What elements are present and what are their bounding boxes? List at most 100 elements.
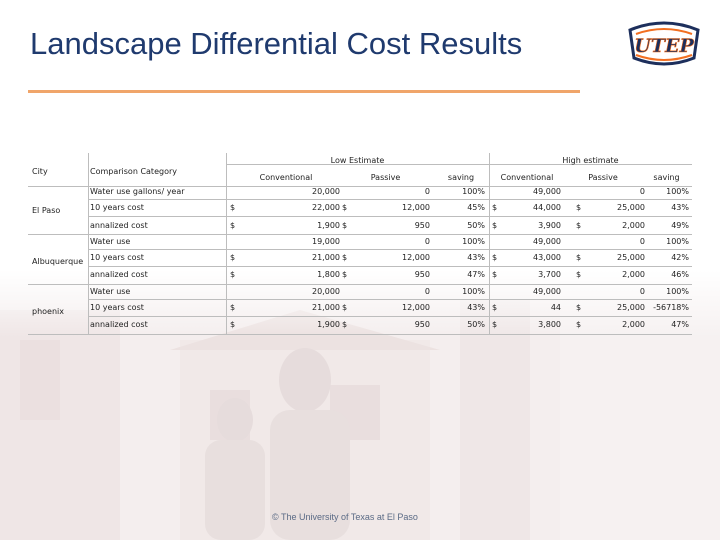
high-conventional-value: 49,000	[533, 187, 561, 196]
header-high-saving: saving	[653, 173, 680, 182]
low-passive-value: 0	[424, 187, 430, 196]
low-passive-value: 12,000	[402, 303, 430, 312]
currency-symbol: $	[342, 303, 348, 312]
row-category: annalized cost	[90, 221, 148, 230]
low-passive-value: 950	[414, 221, 430, 230]
currency-symbol: $	[492, 320, 498, 329]
currency-symbol: $	[342, 203, 348, 212]
high-saving-value: 100%	[666, 287, 689, 296]
high-passive-value: 2,000	[622, 221, 645, 230]
high-saving-value: -56718%	[653, 303, 689, 312]
currency-symbol: $	[576, 253, 582, 262]
grid-line	[489, 153, 490, 335]
header-city: City	[32, 167, 48, 176]
high-saving-value: 49%	[671, 221, 689, 230]
grid-line	[88, 299, 692, 300]
city-label: Albuquerque	[32, 257, 84, 266]
header-category: Comparison Category	[90, 167, 177, 176]
low-saving-value: 50%	[467, 320, 485, 329]
low-saving-value: 43%	[467, 253, 485, 262]
high-passive-value: 2,000	[622, 320, 645, 329]
row-category: annalized cost	[90, 320, 148, 329]
low-saving-value: 50%	[467, 221, 485, 230]
high-conventional-value: 3,700	[538, 270, 561, 279]
currency-symbol: $	[492, 203, 498, 212]
low-conventional-value: 22,000	[312, 203, 340, 212]
currency-symbol: $	[492, 253, 498, 262]
header-high-conventional: Conventional	[500, 173, 554, 182]
currency-symbol: $	[230, 253, 236, 262]
high-conventional-value: 3,800	[538, 320, 561, 329]
high-saving-value: 100%	[666, 187, 689, 196]
low-saving-value: 43%	[467, 303, 485, 312]
currency-symbol: $	[342, 270, 348, 279]
high-conventional-value: 3,900	[538, 221, 561, 230]
low-saving-value: 100%	[462, 237, 485, 246]
low-passive-value: 950	[414, 320, 430, 329]
high-conventional-value: 44,000	[533, 203, 561, 212]
low-saving-value: 100%	[462, 287, 485, 296]
low-passive-value: 12,000	[402, 253, 430, 262]
low-conventional-value: 21,000	[312, 253, 340, 262]
high-saving-value: 46%	[671, 270, 689, 279]
low-saving-value: 47%	[467, 270, 485, 279]
high-passive-value: 25,000	[617, 303, 645, 312]
low-passive-value: 0	[424, 237, 430, 246]
utep-logo: UTEP	[626, 18, 702, 70]
high-saving-value: 47%	[671, 320, 689, 329]
cost-results-table: City Comparison Category Low Estimate Hi…	[28, 153, 692, 335]
currency-symbol: $	[230, 270, 236, 279]
copyright-footer: © The University of Texas at El Paso	[272, 512, 418, 522]
low-conventional-value: 1,900	[317, 320, 340, 329]
currency-symbol: $	[576, 320, 582, 329]
svg-text:UTEP: UTEP	[634, 35, 694, 57]
grid-line	[28, 186, 692, 187]
high-saving-value: 42%	[671, 253, 689, 262]
currency-symbol: $	[230, 303, 236, 312]
grid-line	[28, 234, 692, 235]
row-category: 10 years cost	[90, 203, 144, 212]
row-category: Water use gallons/ year	[90, 187, 185, 196]
grid-line	[88, 216, 692, 217]
high-passive-value: 25,000	[617, 203, 645, 212]
currency-symbol: $	[230, 221, 236, 230]
high-conventional-value: 49,000	[533, 237, 561, 246]
high-saving-value: 43%	[671, 203, 689, 212]
high-passive-value: 0	[639, 287, 645, 296]
low-conventional-value: 1,800	[317, 270, 340, 279]
low-conventional-value: 20,000	[312, 187, 340, 196]
high-conventional-value: 43,000	[533, 253, 561, 262]
header-low-conventional: Conventional	[259, 173, 313, 182]
currency-symbol: $	[342, 221, 348, 230]
row-category: Water use	[90, 237, 131, 246]
grid-line	[88, 249, 692, 250]
page-title: Landscape Differential Cost Results	[30, 26, 523, 61]
header-high-estimate: High estimate	[562, 156, 619, 165]
header-high-passive: Passive	[588, 173, 618, 182]
low-conventional-value: 1,900	[317, 221, 340, 230]
high-passive-value: 0	[639, 237, 645, 246]
low-passive-value: 950	[414, 270, 430, 279]
grid-line	[28, 284, 692, 285]
header-low-estimate: Low Estimate	[330, 156, 385, 165]
low-conventional-value: 19,000	[312, 237, 340, 246]
low-conventional-value: 21,000	[312, 303, 340, 312]
low-passive-value: 12,000	[402, 203, 430, 212]
currency-symbol: $	[230, 320, 236, 329]
grid-line	[226, 153, 227, 335]
grid-line	[88, 266, 692, 267]
header-low-passive: Passive	[370, 173, 401, 182]
currency-symbol: $	[576, 270, 582, 279]
currency-symbol: $	[576, 303, 582, 312]
low-passive-value: 0	[424, 287, 430, 296]
currency-symbol: $	[576, 203, 582, 212]
title-underline	[28, 90, 580, 93]
currency-symbol: $	[230, 203, 236, 212]
high-conventional-value: 44	[550, 303, 561, 312]
grid-line	[28, 334, 692, 335]
high-passive-value: 0	[639, 187, 645, 196]
city-label: phoenix	[32, 307, 64, 316]
low-saving-value: 45%	[467, 203, 485, 212]
row-category: Water use	[90, 287, 131, 296]
row-category: 10 years cost	[90, 303, 144, 312]
